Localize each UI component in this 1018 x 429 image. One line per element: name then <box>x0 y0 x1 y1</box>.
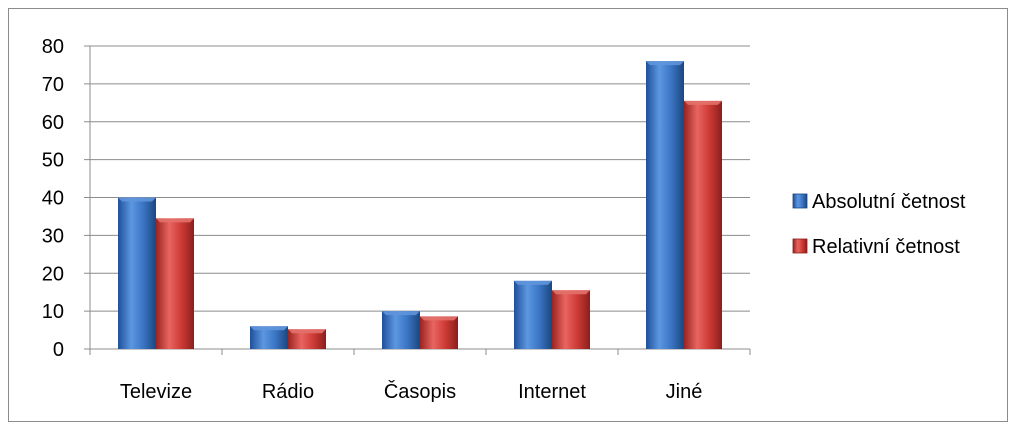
y-tick-label: 70 <box>42 74 64 96</box>
bar-relative-2 <box>420 316 458 349</box>
legend-swatch <box>792 238 808 254</box>
bar-bevel <box>514 280 552 285</box>
y-tick-label: 80 <box>42 36 64 58</box>
y-axis-labels: 0 10 20 30 40 50 60 70 80 <box>42 36 64 361</box>
y-tick-label: 10 <box>42 301 64 323</box>
bar-relative-0 <box>156 218 194 349</box>
y-tick-label: 40 <box>42 188 64 210</box>
x-tick-label: Rádio <box>262 381 314 403</box>
bar <box>552 290 590 349</box>
legend-swatch <box>792 193 808 209</box>
y-tick-label: 30 <box>42 225 64 247</box>
bar-relative-3 <box>552 290 590 349</box>
legend: Absolutní četnost Relativní četnost <box>792 191 966 258</box>
legend-item-0: Absolutní četnost <box>792 191 966 213</box>
bar-bevel <box>420 316 458 321</box>
y-tick-label: 0 <box>53 339 64 361</box>
bar <box>382 311 420 349</box>
y-tick-label: 50 <box>42 150 64 172</box>
bar-bevel <box>382 311 420 316</box>
bars <box>118 61 722 350</box>
bar-relative-4 <box>684 100 722 349</box>
bar-absolute-0 <box>118 197 156 349</box>
bar <box>684 100 722 349</box>
x-tick-label: Časopis <box>384 380 456 403</box>
bar-bevel <box>288 329 326 334</box>
x-tick-label: Jiné <box>666 381 703 403</box>
bar <box>288 329 326 349</box>
legend-label: Relativní četnost <box>812 236 960 258</box>
bar <box>156 218 194 349</box>
bar-relative-1 <box>288 329 326 349</box>
bar-absolute-3 <box>514 280 552 349</box>
legend-item-1: Relativní četnost <box>792 236 960 258</box>
bar-absolute-2 <box>382 311 420 349</box>
bar-bevel <box>250 326 288 331</box>
y-tick-label: 20 <box>42 263 64 285</box>
y-tick-label: 60 <box>42 112 64 134</box>
bar-absolute-4 <box>646 61 684 350</box>
bar-bevel <box>118 197 156 202</box>
bar-bevel <box>684 100 722 105</box>
chart-frame <box>8 8 1008 422</box>
gridlines <box>90 45 750 312</box>
x-tick-label: Televize <box>120 381 192 403</box>
bar <box>118 197 156 349</box>
x-axis-labels: Televize Rádio Časopis Internet Jiné <box>120 380 702 403</box>
legend-label: Absolutní četnost <box>812 191 966 213</box>
bar-bevel <box>646 61 684 66</box>
bar <box>646 61 684 350</box>
bar-bevel <box>552 290 590 295</box>
bar-bevel <box>156 218 194 223</box>
bar <box>420 316 458 349</box>
bar <box>514 280 552 349</box>
bar <box>250 326 288 349</box>
bar-absolute-1 <box>250 326 288 349</box>
x-tick-label: Internet <box>518 381 586 403</box>
